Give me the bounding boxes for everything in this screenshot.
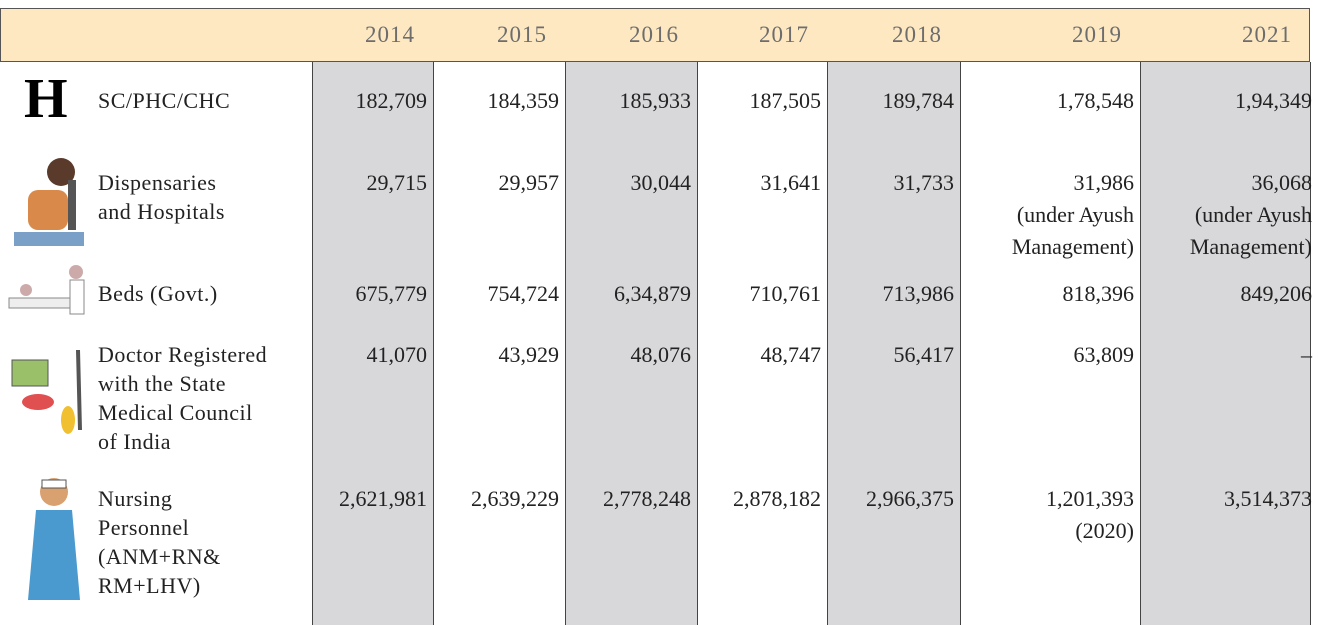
- cell-value: 48,076: [630, 342, 692, 367]
- cell-value: 182,709: [355, 88, 428, 113]
- column-header: 2018: [892, 22, 942, 47]
- cell-value: 31,641: [760, 170, 822, 195]
- cell-value: 187,505: [749, 88, 822, 113]
- cell-value: 30,044: [630, 170, 692, 195]
- column-header: 2019: [1072, 22, 1122, 47]
- cell-value: 754,724: [487, 281, 560, 306]
- cell-value: 29,715: [366, 170, 428, 195]
- icon-medicine: [11, 349, 82, 434]
- column-divider: [433, 62, 434, 625]
- cell-value: 48,747: [760, 342, 822, 367]
- shade: [565, 62, 697, 625]
- cell-value: 63,809: [1073, 342, 1135, 367]
- shade: [827, 62, 960, 625]
- cell-value: 1,94,349: [1235, 88, 1312, 113]
- column-header: 2014: [365, 22, 415, 47]
- cell-value: 184,359: [487, 88, 560, 113]
- cell-value: 1,201,393: [1046, 486, 1134, 511]
- cell-value: 675,779: [355, 281, 428, 306]
- cell-value: 31,986: [1073, 170, 1135, 195]
- row-label: Dispensaries: [98, 170, 217, 195]
- cell-value: 713,986: [882, 281, 955, 306]
- icon-nurse: [28, 478, 80, 600]
- cell-value: –: [1301, 342, 1312, 367]
- row-label: with the State: [98, 371, 226, 396]
- column-header: 2016: [629, 22, 679, 47]
- cell-value: 818,396: [1062, 281, 1135, 306]
- column-divider: [312, 62, 313, 625]
- cell-value: 185,933: [619, 88, 692, 113]
- cell-value: Management): [1011, 234, 1134, 259]
- row-label: RM+LHV): [98, 573, 201, 598]
- cell-value: 36,068: [1251, 170, 1313, 195]
- row-label: Doctor Registered: [98, 342, 268, 367]
- cell-value: 29,957: [498, 170, 560, 195]
- cell-value: 41,070: [366, 342, 428, 367]
- column-divider: [1310, 62, 1311, 625]
- row-label: (ANM+RN&: [98, 544, 221, 569]
- column-header: 2017: [759, 22, 809, 47]
- column-divider: [565, 62, 566, 625]
- cell-value: 1,78,548: [1057, 88, 1134, 113]
- row-label: Beds (Govt.): [98, 281, 218, 306]
- row-label: SC/PHC/CHC: [98, 88, 231, 113]
- cell-value: 31,733: [893, 170, 955, 195]
- column-header: 2015: [497, 22, 547, 47]
- cell-value: 2,621,981: [339, 486, 427, 511]
- cell-value: (under Ayush: [1194, 202, 1312, 227]
- cell-value: 2,966,375: [866, 486, 954, 511]
- cell-value: 3,514,373: [1224, 486, 1312, 511]
- cell-value: Management): [1189, 234, 1312, 259]
- row-label: Nursing: [98, 486, 173, 511]
- cell-value: 849,206: [1240, 281, 1313, 306]
- cell-value: 2,878,182: [733, 486, 821, 511]
- column-divider: [827, 62, 828, 625]
- column-divider: [960, 62, 961, 625]
- column-divider: [1140, 62, 1141, 625]
- header-band: [0, 8, 1310, 62]
- cell-value: 56,417: [893, 342, 955, 367]
- cell-value: 2,639,229: [471, 486, 559, 511]
- cell-value: 6,34,879: [614, 281, 691, 306]
- column-header: 2021: [1242, 22, 1292, 47]
- row-label: Personnel: [98, 515, 190, 540]
- column-divider: [697, 62, 698, 625]
- icon-microscope: [14, 158, 84, 246]
- cell-value: (2020): [1075, 518, 1134, 543]
- row-label: Medical Council: [98, 400, 253, 425]
- icon-bed: [8, 265, 85, 315]
- row-label: and Hospitals: [98, 199, 225, 224]
- cell-value: 710,761: [749, 281, 822, 306]
- row-label: of India: [98, 429, 172, 454]
- cell-value: 2,778,248: [603, 486, 691, 511]
- icon-letter: H: [24, 68, 68, 130]
- cell-value: 43,929: [498, 342, 560, 367]
- cell-value: (under Ayush: [1016, 202, 1134, 227]
- cell-value: 189,784: [882, 88, 955, 113]
- shade: [1140, 62, 1310, 625]
- shade: [312, 62, 433, 625]
